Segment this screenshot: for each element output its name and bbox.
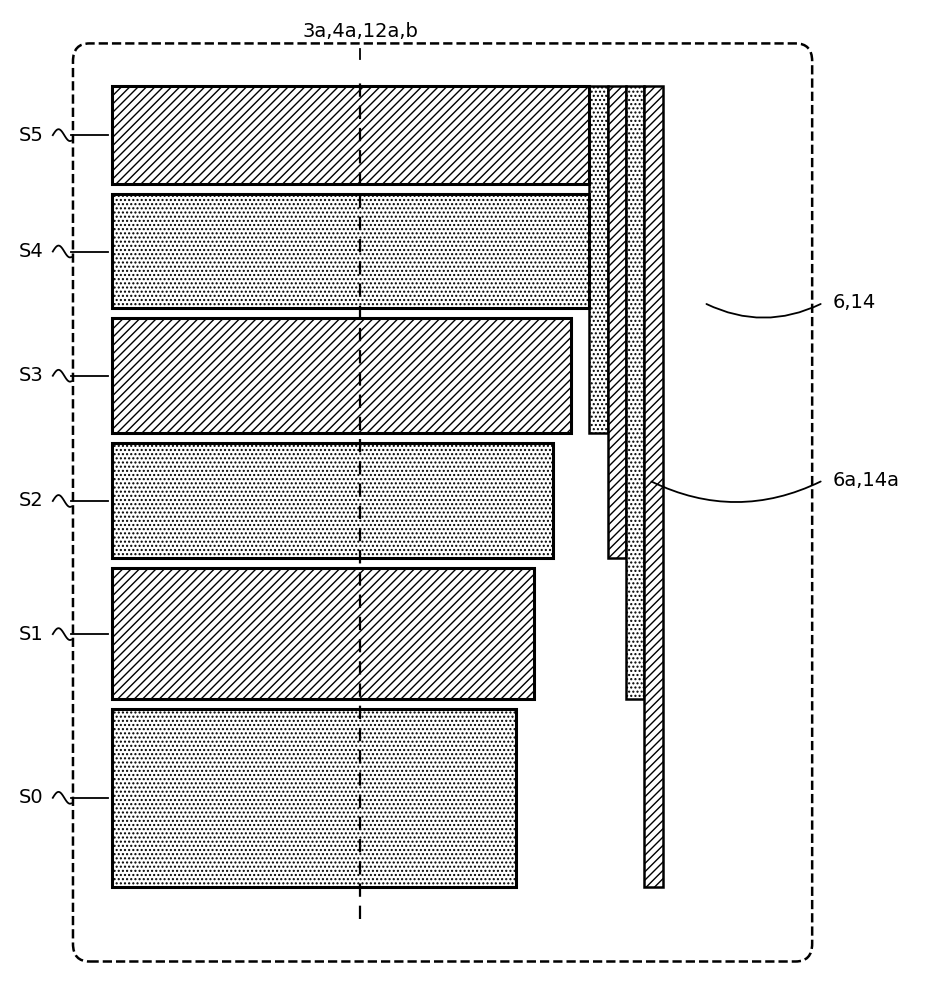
Text: S5: S5 xyxy=(19,126,44,145)
Bar xyxy=(608,86,626,558)
Bar xyxy=(626,86,644,699)
Bar xyxy=(113,709,516,887)
Bar xyxy=(113,318,571,433)
Text: 3a,4a,12a,b: 3a,4a,12a,b xyxy=(302,22,418,41)
Text: S2: S2 xyxy=(19,491,44,510)
Bar xyxy=(589,86,608,433)
Text: S3: S3 xyxy=(19,366,44,385)
Text: S4: S4 xyxy=(19,242,44,261)
Bar xyxy=(113,443,553,558)
Text: S0: S0 xyxy=(19,788,44,807)
Text: S1: S1 xyxy=(19,625,44,644)
Bar xyxy=(113,568,534,699)
Bar xyxy=(113,86,589,184)
Text: 6a,14a: 6a,14a xyxy=(832,471,899,490)
Bar xyxy=(113,194,589,308)
Text: 6,14: 6,14 xyxy=(832,293,875,312)
Bar xyxy=(644,86,663,887)
